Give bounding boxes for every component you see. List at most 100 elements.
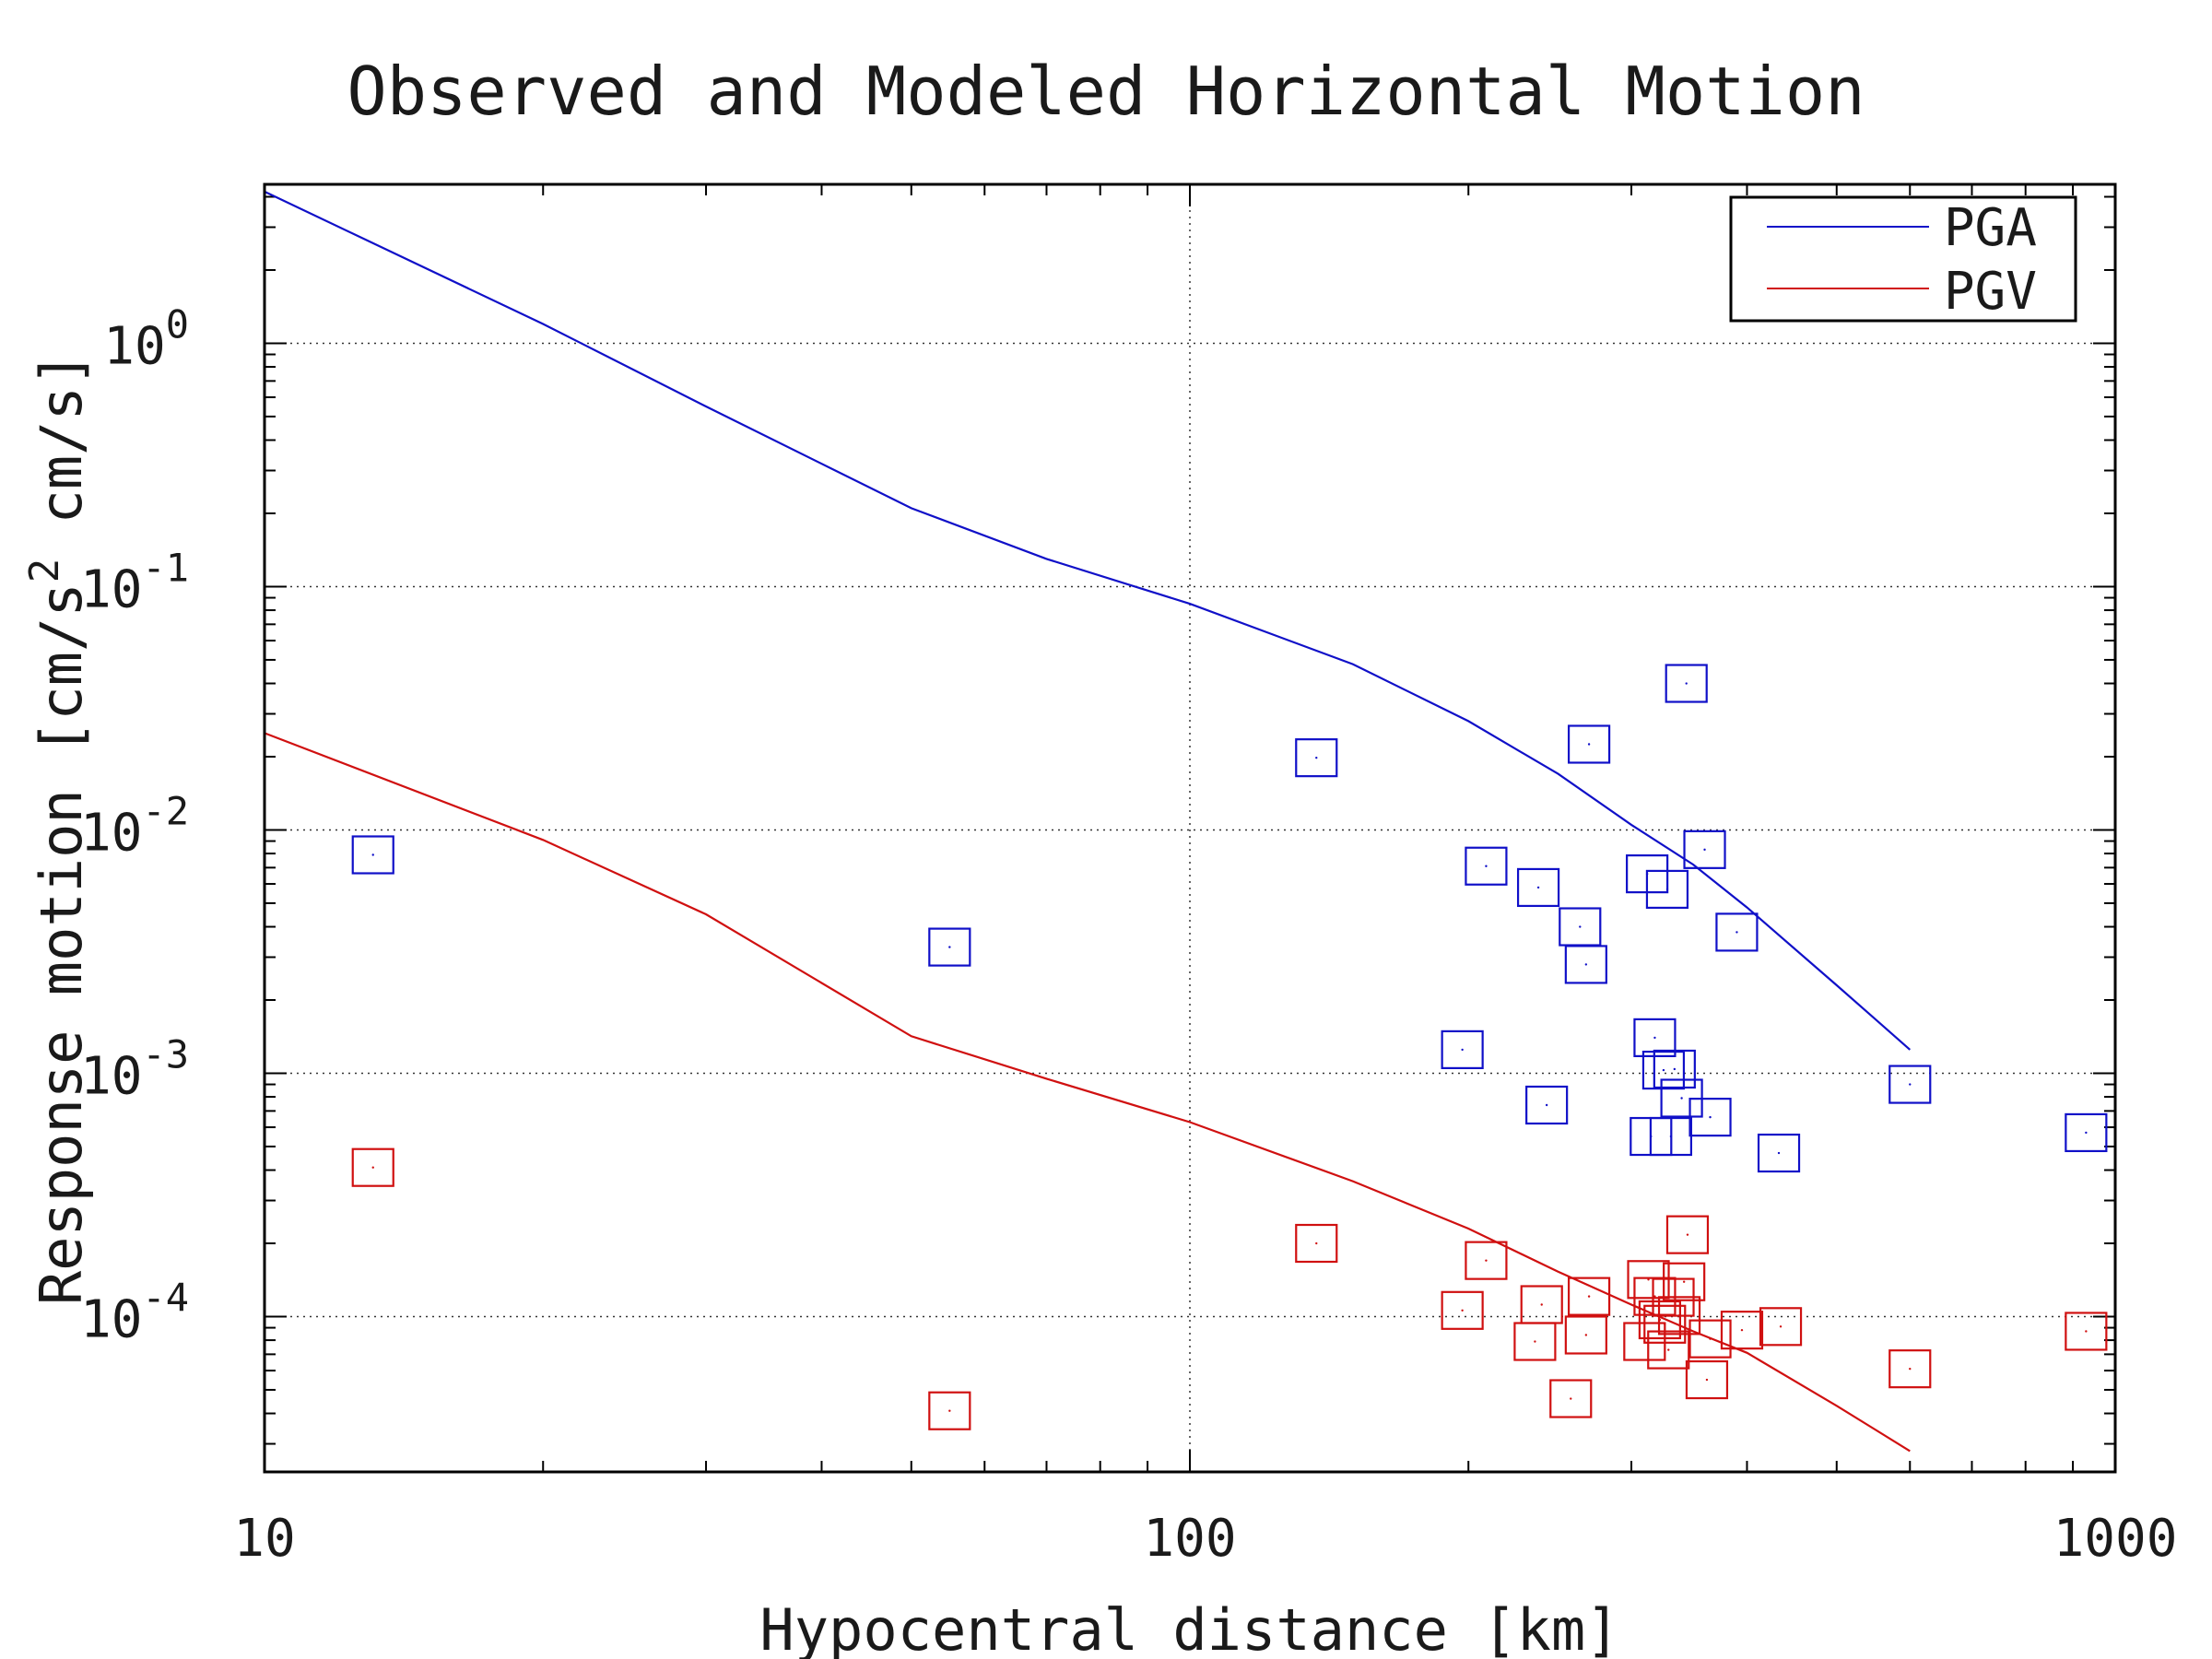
point-pga (1516, 867, 1560, 908)
point-pgv (2065, 1312, 2108, 1351)
point-pga (1688, 1098, 1732, 1137)
point-center-pga (1579, 925, 1582, 928)
y-tick-label: 100 (103, 301, 189, 376)
x-tick-labels: 10 100 1000 (233, 1509, 2177, 1569)
point-center-pga (1735, 931, 1738, 934)
point-center-pgv (1584, 1334, 1588, 1336)
point-center-pga (1653, 1036, 1656, 1040)
point-center-pgv (1682, 1280, 1686, 1283)
point-center-pga (1909, 1083, 1912, 1086)
point-center-pgv (1587, 1295, 1591, 1298)
point-center-pga (1461, 1048, 1464, 1052)
x-axis-label: Hypocentral distance [km] (759, 1596, 1619, 1659)
x-tick-label: 10 (233, 1509, 295, 1569)
point-pga (1645, 869, 1689, 910)
y-tick-labels: 100 10-1 10-2 10-3 10-4 (80, 301, 189, 1349)
y-axis-label-main: Response motion [cm/s (28, 582, 95, 1305)
point-center-pga (1673, 1067, 1677, 1071)
point-pgv (1295, 1223, 1338, 1264)
point-center-pga (1685, 682, 1688, 685)
point-center-pgv (1909, 1367, 1912, 1371)
point-pgv (1688, 1319, 1732, 1359)
point-pga (2065, 1112, 2108, 1153)
point-center-pgv (1667, 1348, 1670, 1351)
point-pgv (1465, 1241, 1508, 1280)
point-pga (1295, 738, 1338, 778)
point-center-pga (1485, 865, 1488, 867)
point-center-pga (948, 946, 951, 948)
point-pga (1567, 724, 1611, 764)
point-pgv (1567, 1277, 1611, 1316)
point-pga (1757, 1133, 1801, 1173)
point-pga (1888, 1065, 1932, 1104)
point-center-pgv (1686, 1233, 1689, 1236)
y-tick-label: 10-1 (80, 545, 189, 619)
point-center-pgv (1485, 1259, 1488, 1262)
point-pgv (1657, 1296, 1701, 1335)
point-center-pga (1587, 743, 1591, 746)
point-center-pga (1669, 1135, 1673, 1138)
point-center-pgv (1315, 1241, 1318, 1245)
point-pgv (1549, 1379, 1593, 1418)
point-pgv (1441, 1290, 1484, 1330)
point-center-pga (1315, 756, 1318, 759)
point-center-pga (1662, 1068, 1665, 1072)
y-axis-label-superscript: 2 (21, 559, 68, 583)
point-pga (1665, 664, 1708, 703)
point-center-pgv (1664, 1323, 1666, 1326)
point-center-pga (1703, 848, 1706, 852)
point-center-pgv (948, 1409, 951, 1412)
x-tick-label: 100 (1143, 1509, 1236, 1569)
plot-background (265, 184, 2115, 1472)
point-center-pga (1777, 1151, 1781, 1155)
chart-title: Observed and Modeled Horizontal Motion (347, 53, 1865, 130)
point-pgv (1888, 1349, 1932, 1389)
point-center-pgv (1709, 1337, 1712, 1340)
point-center-pgv (1740, 1328, 1744, 1332)
y-tick-label: 10-3 (80, 1031, 189, 1106)
point-pga (1683, 830, 1726, 869)
y-tick-label: 10-2 (80, 788, 189, 863)
point-center-pgv (1540, 1303, 1543, 1306)
observed-points (351, 664, 2108, 1430)
point-center-pga (1680, 1097, 1683, 1100)
point-pgv (1720, 1311, 1764, 1350)
point-pga (1715, 912, 1759, 952)
point-pgv (1665, 1215, 1710, 1254)
point-center-pga (1545, 1103, 1548, 1107)
point-center-pgv (1461, 1309, 1464, 1312)
point-center-pgv (2085, 1330, 2088, 1333)
point-center-pgv (1677, 1314, 1681, 1317)
y-axis-label-unit: cm/s] (28, 352, 95, 559)
point-center-pgv (1705, 1378, 1709, 1382)
point-pga (351, 835, 394, 875)
point-center-pgv (1779, 1325, 1783, 1328)
point-center-pgv (1534, 1340, 1536, 1343)
point-pga (1441, 1030, 1484, 1069)
plot-frame (263, 182, 2117, 1474)
legend-label-pgv: PGV (1944, 262, 2037, 322)
point-pga (1653, 1049, 1696, 1089)
point-pga (1525, 1085, 1569, 1125)
point-pga (928, 927, 971, 967)
point-pgv (928, 1391, 971, 1430)
point-pgv (1564, 1315, 1607, 1355)
point-pgv (1685, 1359, 1729, 1400)
point-pga (1564, 945, 1607, 984)
point-center-pga (1665, 888, 1669, 891)
point-pga (1641, 1050, 1686, 1090)
point-center-pga (1584, 963, 1588, 966)
point-center-pga (1709, 1115, 1712, 1119)
point-center-pga (1536, 886, 1540, 889)
point-center-pgv (371, 1166, 374, 1169)
point-pgv (351, 1147, 394, 1187)
point-pgv (1663, 1262, 1706, 1301)
legend: PGA PGV (1729, 195, 2077, 323)
point-center-pgv (1653, 1295, 1656, 1298)
point-pgv (1643, 1304, 1687, 1344)
y-axis-label: Response motion [cm/s2 cm/s] (21, 352, 96, 1305)
y-tick-label: 10-4 (80, 1275, 189, 1349)
point-center-pgv (1570, 1397, 1572, 1400)
legend-box (1729, 195, 2077, 323)
